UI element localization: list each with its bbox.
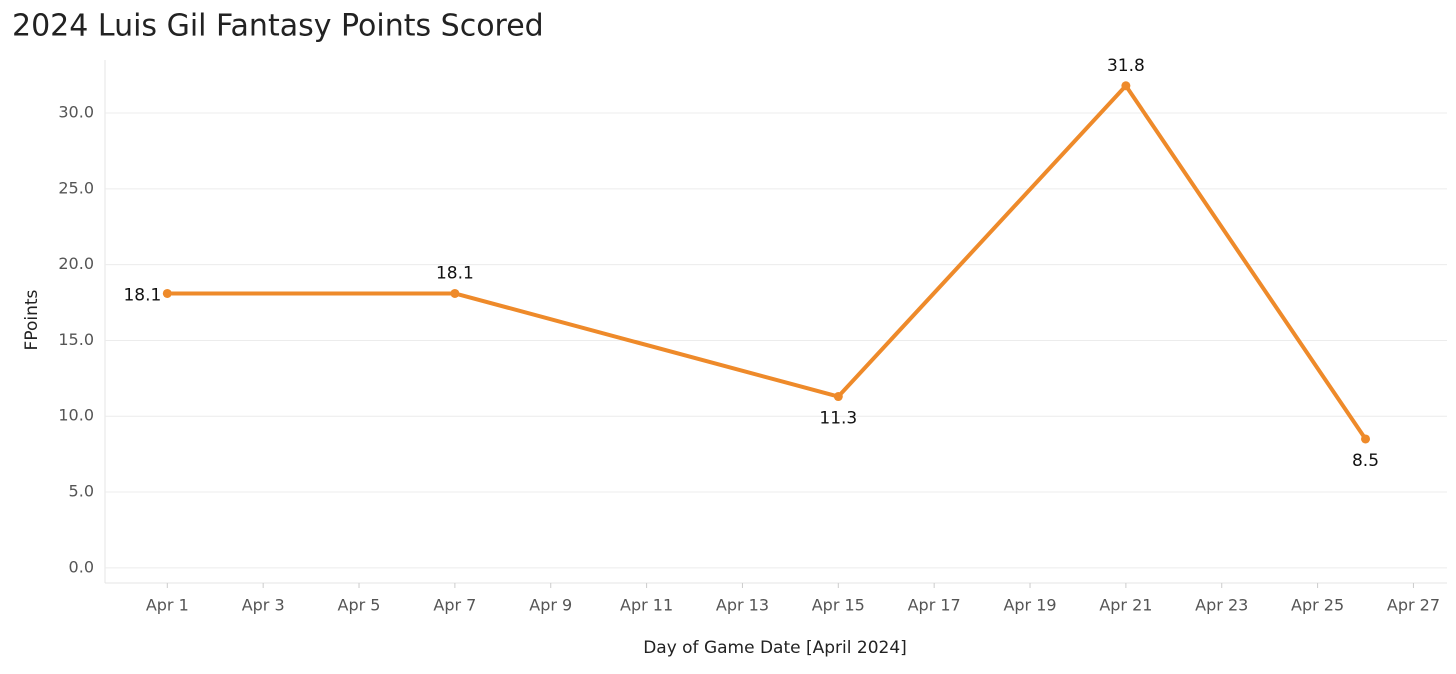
x-tick-label: Apr 9 [529,596,572,615]
data-label: 18.1 [436,263,474,283]
x-tick-label: Apr 19 [1003,596,1056,615]
y-tick-label: 25.0 [58,178,94,197]
y-tick-label: 30.0 [58,103,94,122]
x-tick-label: Apr 7 [433,596,476,615]
data-label: 18.1 [123,285,161,305]
point [1361,434,1371,444]
x-tick-label: Apr 13 [716,596,769,615]
x-tick-label: Apr 27 [1387,596,1440,615]
y-tick-label: 0.0 [69,557,94,576]
data-label: 11.3 [819,409,857,429]
x-tick-label: Apr 17 [908,596,961,615]
y-tick-label: 15.0 [58,330,94,349]
y-tick-label: 10.0 [58,406,94,425]
point [450,288,460,298]
x-tick-label: Apr 15 [812,596,865,615]
point [162,288,172,298]
x-tick-label: Apr 3 [242,596,285,615]
line [167,83,1368,441]
data-label: 31.8 [1107,56,1145,76]
chart-title: 2024 Luis Gil Fantasy Points Scored [12,9,544,44]
y-axis-label: FPoints [22,289,42,350]
x-tick-label: Apr 23 [1195,596,1248,615]
point [1121,81,1131,91]
x-tick-label: Apr 25 [1291,596,1344,615]
x-tick-label: Apr 21 [1099,596,1152,615]
y-tick-label: 5.0 [69,482,94,501]
y-tick-label: 20.0 [58,254,94,273]
x-tick-label: Apr 1 [146,596,189,615]
x-tick-label: Apr 5 [338,596,381,615]
x-axis-label: Day of Game Date [April 2024] [643,638,907,658]
point [833,392,843,402]
x-tick-label: Apr 11 [620,596,673,615]
data-label: 8.5 [1352,451,1379,471]
